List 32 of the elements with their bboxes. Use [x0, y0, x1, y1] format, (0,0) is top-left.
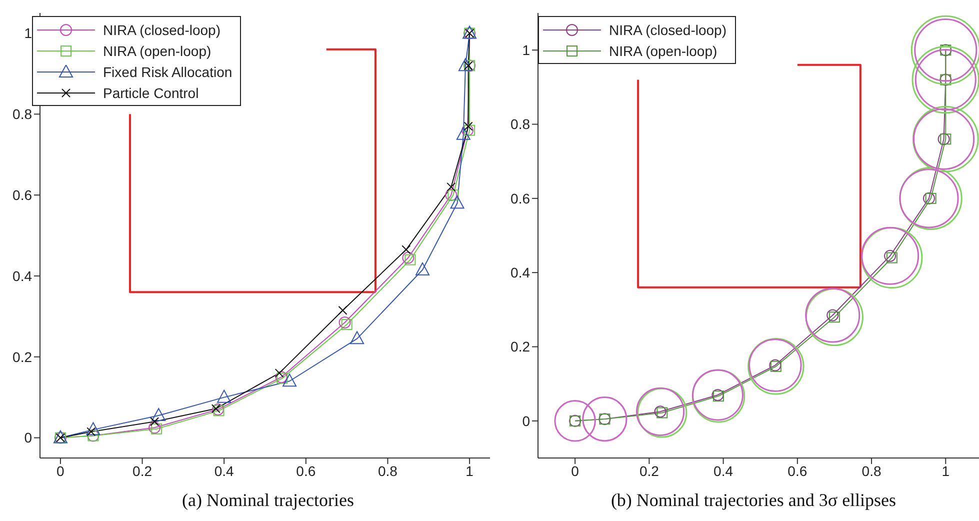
x-tick-label: 0.2 [132, 462, 152, 479]
y-tick-label: 0.4 [510, 264, 530, 281]
x-tick-label: 1 [466, 462, 474, 479]
x-tick-label: 0.8 [862, 462, 882, 479]
x-tick-label: 0.4 [214, 462, 234, 479]
x-tick-label: 0.8 [378, 462, 398, 479]
y-tick-label: 0.6 [510, 190, 530, 206]
y-tick-label: 0 [522, 412, 530, 429]
x-axis-title: (b) Nominal trajectories and 3σ ellipses [610, 490, 898, 511]
x-tick-label: 0.6 [296, 462, 316, 479]
y-tick-label: 1 [522, 42, 530, 58]
x-tick-label: 0 [571, 462, 580, 479]
x-tick-label: 1 [942, 462, 950, 479]
x-tick-label: 0.6 [788, 462, 808, 479]
legend-label: NIRA (open-loop) [103, 42, 212, 58]
legend-label: Particle Control [103, 84, 199, 100]
legend-label: Fixed Risk Allocation [103, 64, 232, 80]
y-tick-label: 0.2 [12, 348, 32, 365]
y-tick-label: 0.2 [510, 338, 530, 355]
x-tick-label: 0.4 [714, 462, 734, 479]
y-tick-label: 1 [24, 25, 32, 42]
legend-label: NIRA (closed-loop) [609, 22, 726, 38]
y-tick-label: 0.6 [12, 187, 32, 204]
y-tick-label: 0.8 [510, 116, 530, 132]
x-axis-title: (a) Nominal trajectories [181, 490, 355, 511]
y-tick-label: 0.8 [12, 106, 32, 122]
legend-label: NIRA (open-loop) [609, 42, 718, 58]
y-tick-label: 0.4 [12, 268, 32, 284]
x-tick-label: 0 [56, 462, 65, 479]
y-tick-label: 0 [24, 430, 32, 446]
x-tick-label: 0.2 [639, 462, 660, 479]
legend-label: NIRA (closed-loop) [103, 22, 220, 38]
